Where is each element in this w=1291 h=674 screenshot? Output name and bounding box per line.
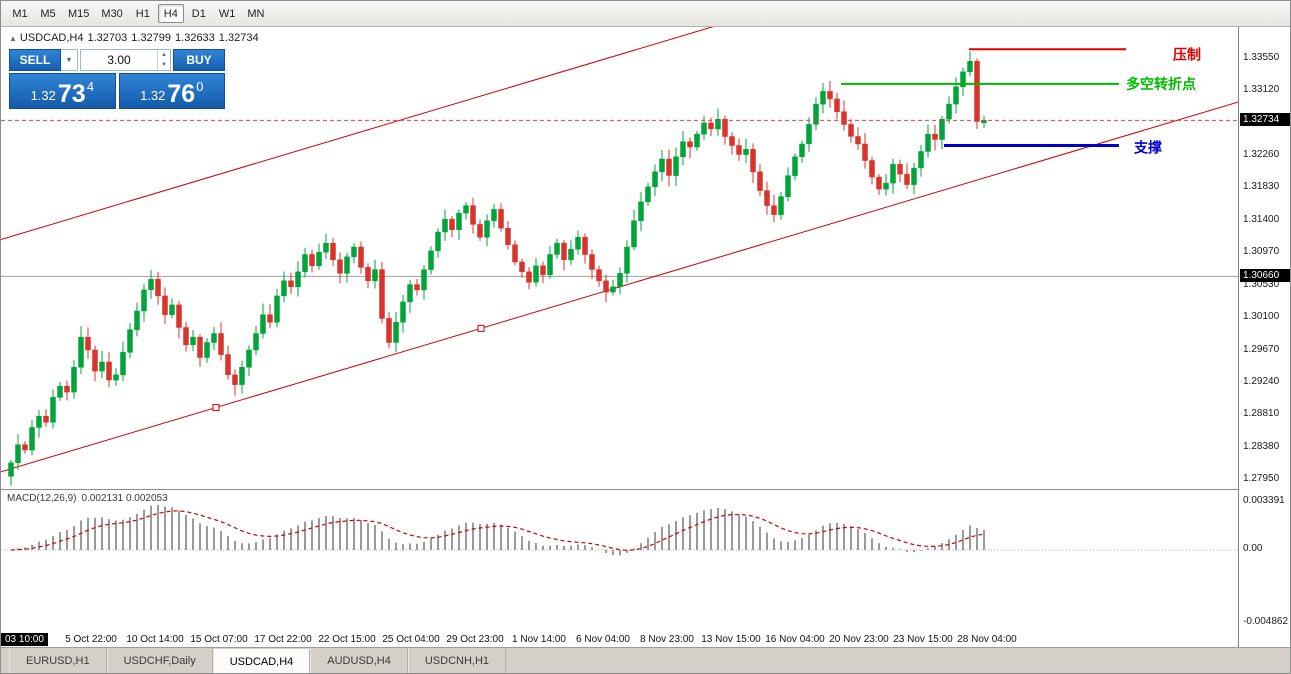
buy-button[interactable]: BUY	[173, 49, 225, 71]
timeframe-button-d1[interactable]: D1	[191, 7, 206, 20]
price-axis-label: 1.33120	[1243, 84, 1280, 96]
macd-indicator-chart[interactable]	[1, 489, 1238, 631]
time-axis-label: 13 Nov 15:00	[701, 634, 761, 645]
panel-separator[interactable]	[1, 489, 1290, 490]
price-axis-label: 1.30970	[1243, 246, 1280, 257]
timeframe-button-m15[interactable]: M15	[68, 7, 90, 20]
time-axis-label: 6 Nov 04:00	[576, 634, 630, 645]
bar-high-value: 1.32799	[131, 32, 172, 44]
time-axis-label: 16 Nov 04:00	[765, 634, 825, 645]
time-axis-label: 10 Oct 14:00	[126, 634, 184, 645]
symbol-timeframe-label: USDCAD,H4	[19, 32, 84, 44]
sell-button[interactable]: SELL	[9, 49, 61, 71]
time-axis-label: 17 Oct 22:00	[254, 634, 312, 645]
macd-scale-bottom: -0.004862	[1243, 616, 1289, 627]
time-axis-label: 15 Oct 07:00	[190, 634, 248, 645]
chart-header: ▲ USDCAD,H4 1.32703 1.32799 1.32633 1.32734	[9, 32, 263, 44]
lot-size-field[interactable]: 3.00 ▲ ▼	[80, 49, 171, 71]
price-axis-label: 1.33550	[1243, 52, 1280, 64]
price-axis-label: 1.30530	[1243, 279, 1280, 291]
buy-price-big: 76	[167, 79, 196, 108]
chart-tab-usdchf-daily[interactable]: USDCHF,Daily	[106, 648, 213, 673]
lot-dropdown-button[interactable]: ▼	[61, 49, 78, 71]
bar-open-value: 1.32703	[87, 32, 128, 44]
chevron-down-icon: ▼	[65, 56, 73, 64]
bar-low-value: 1.32633	[175, 32, 215, 44]
timeframe-button-h4[interactable]: H4	[157, 4, 184, 23]
annotation-label-support: 支撑	[1133, 139, 1162, 155]
hline-price-badge: 1.30660	[1240, 269, 1290, 283]
timeframe-button-w1[interactable]: W1	[218, 7, 236, 20]
macd-values-label: 0.002131 0.002053	[81, 493, 168, 504]
time-axis-label: 28 Nov 04:00	[957, 634, 1017, 645]
buy-price-int: 1.32	[140, 88, 166, 103]
sell-price-sup: 4	[86, 79, 94, 94]
time-axis-highlight: 03 10:00	[1, 633, 48, 646]
macd-scale-top: 0.003391	[1243, 495, 1285, 506]
time-axis-label: 23 Nov 15:00	[893, 634, 953, 645]
chart-plot-area[interactable]: 压制多空转折点支撑 03 10:00 5 Oct 22:00 10 Oct 14:…	[1, 27, 1238, 649]
sell-price-panel[interactable]: 1.32 73 4	[9, 73, 116, 109]
price-axis-label: 1.29670	[1243, 343, 1280, 355]
annotation-label-bull-bear-pivot: 多空转折点	[1126, 76, 1196, 92]
macd-scale-zero: 0.00	[1243, 543, 1263, 554]
sell-price-int: 1.32	[30, 88, 56, 103]
timeframe-toolbar: M1 M5 M15 M30 H1 H4 D1 W1 MN	[1, 1, 1290, 27]
bar-close-value: 1.32734	[218, 32, 259, 44]
timeframe-button-mn[interactable]: MN	[247, 7, 265, 20]
timeframe-button-m1[interactable]: M1	[12, 7, 28, 20]
macd-settings-label: MACD(12,26,9)	[7, 493, 77, 504]
macd-indicator-label: MACD(12,26,9) 0.002131 0.002053	[7, 493, 173, 504]
buy-price-panel[interactable]: 1.32 76 0	[118, 73, 225, 109]
sell-price-big: 73	[57, 79, 86, 108]
time-axis-label: 1 Nov 14:00	[512, 634, 566, 645]
chart-tab-audusd-h4[interactable]: AUDUSD,H4	[310, 648, 408, 673]
timeframe-button-m30[interactable]: M30	[101, 7, 123, 20]
price-axis[interactable]: 1.33550 1.33120 1.32260 1.31830 1.31400 1.309…	[1238, 27, 1290, 649]
price-axis-label: 1.29240	[1243, 376, 1280, 388]
time-axis-label: 8 Nov 23:00	[640, 634, 694, 645]
one-click-trading-panel: SELL ▼ 3.00 ▲ ▼ BUY 1.32 73 4	[9, 49, 225, 109]
time-axis-label: 29 Oct 23:00	[446, 634, 504, 645]
stepper-down-icon[interactable]: ▼	[161, 62, 167, 68]
time-axis-label: 25 Oct 04:00	[382, 634, 440, 645]
price-axis-label: 1.28380	[1243, 440, 1280, 452]
time-axis-label: 22 Oct 15:00	[318, 634, 376, 645]
price-axis-label: 1.27950	[1243, 473, 1280, 485]
symbol-marker-icon: ▲	[9, 34, 17, 43]
time-axis-label: 20 Nov 23:00	[829, 634, 889, 645]
price-axis-label: 1.30100	[1243, 311, 1280, 323]
stepper-up-icon[interactable]: ▲	[161, 52, 167, 58]
chart-tab-usdcnh-h1[interactable]: USDCNH,H1	[407, 648, 507, 673]
price-axis-label: 1.28810	[1243, 408, 1280, 420]
price-axis-label: 1.32260	[1243, 149, 1280, 161]
time-axis-label: 5 Oct 22:00	[65, 634, 117, 645]
lot-size-value[interactable]: 3.00	[107, 53, 131, 67]
buy-price-sup: 0	[196, 79, 204, 94]
chart-tab-eurusd-h1[interactable]: EURUSD,H1	[9, 648, 107, 673]
time-axis[interactable]: 03 10:00 5 Oct 22:00 10 Oct 14:00 15 Oct 0…	[1, 631, 1238, 649]
current-price-badge: 1.32734	[1240, 113, 1290, 127]
price-axis-label: 1.31400	[1243, 213, 1280, 225]
annotation-label-resistance: 压制	[1173, 46, 1201, 62]
chart-tab-usdcad-h4[interactable]: USDCAD,H4	[212, 649, 311, 673]
timeframe-button-h1[interactable]: H1	[135, 7, 150, 20]
timeframe-button-m5[interactable]: M5	[40, 7, 56, 20]
lot-stepper: ▲ ▼	[157, 50, 170, 70]
chart-tabs-bar: EURUSD,H1 USDCHF,Daily USDCAD,H4 AUDUSD,H4 U…	[1, 647, 1290, 673]
price-axis-label: 1.31830	[1243, 181, 1280, 193]
